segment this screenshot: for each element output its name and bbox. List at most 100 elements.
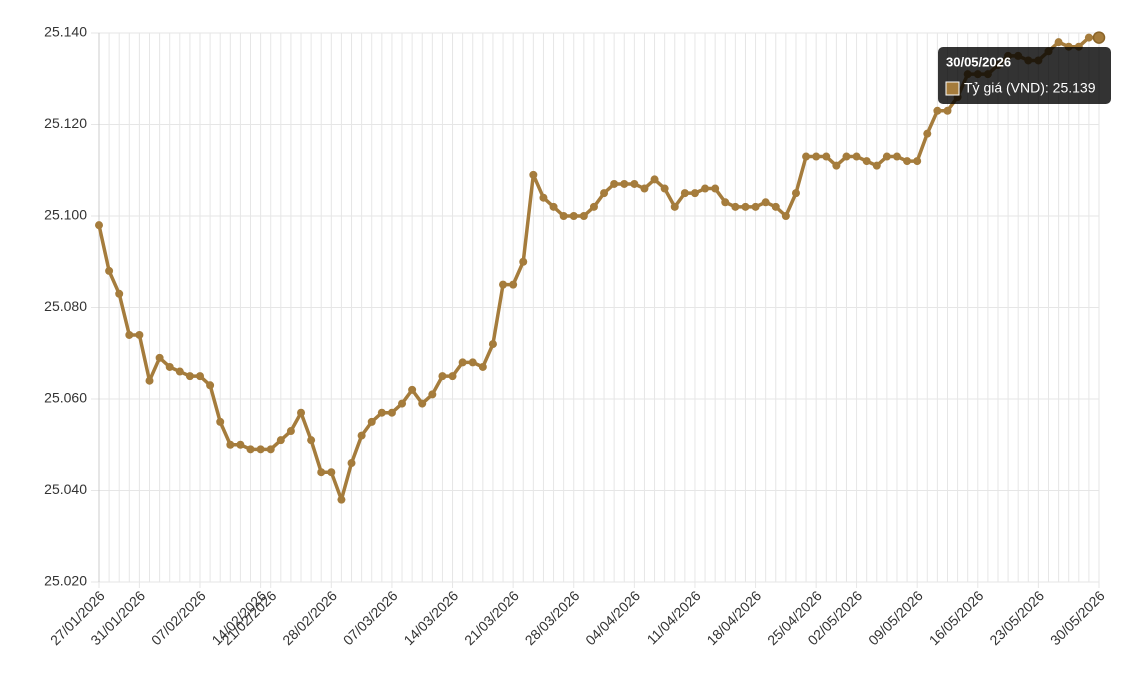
point bbox=[357, 431, 366, 440]
point bbox=[468, 358, 477, 367]
point bbox=[297, 408, 306, 417]
point bbox=[226, 440, 235, 449]
point bbox=[781, 212, 790, 220]
tooltip-title: 30/05/2026 bbox=[946, 54, 1011, 69]
x-tick-label: 18/04/2026 bbox=[703, 587, 764, 648]
x-tick-label: 07/02/2026 bbox=[148, 587, 209, 648]
point bbox=[317, 468, 326, 477]
point bbox=[337, 495, 346, 504]
point bbox=[933, 106, 942, 115]
point bbox=[569, 212, 578, 220]
point bbox=[387, 408, 396, 417]
point bbox=[125, 330, 134, 339]
point bbox=[913, 157, 922, 166]
point bbox=[549, 202, 558, 211]
point bbox=[1054, 38, 1063, 47]
point bbox=[175, 367, 184, 376]
point bbox=[105, 266, 114, 275]
point bbox=[1084, 33, 1093, 42]
point bbox=[115, 289, 124, 298]
point bbox=[438, 372, 447, 381]
point bbox=[802, 152, 811, 161]
point bbox=[731, 202, 740, 211]
point bbox=[822, 152, 831, 161]
x-tick-label: 04/04/2026 bbox=[582, 587, 643, 648]
point bbox=[630, 179, 639, 188]
y-tick-label: 25.080 bbox=[44, 298, 87, 314]
point bbox=[185, 372, 194, 381]
y-tick-label: 25.140 bbox=[44, 24, 87, 40]
point bbox=[499, 280, 508, 289]
y-tick-label: 25.120 bbox=[44, 115, 87, 131]
point bbox=[246, 445, 255, 454]
point bbox=[852, 152, 861, 161]
x-tick-label: 21/03/2026 bbox=[461, 587, 522, 648]
point bbox=[509, 280, 518, 289]
point bbox=[539, 193, 548, 202]
point bbox=[448, 372, 457, 381]
point bbox=[640, 184, 649, 193]
point bbox=[589, 202, 598, 211]
point bbox=[418, 399, 427, 408]
x-tick-label: 23/05/2026 bbox=[986, 587, 1047, 648]
point bbox=[690, 189, 699, 198]
point bbox=[842, 152, 851, 161]
point bbox=[872, 161, 881, 170]
point bbox=[155, 353, 164, 362]
point bbox=[428, 390, 437, 399]
point bbox=[923, 129, 932, 138]
point bbox=[377, 408, 386, 417]
point bbox=[660, 184, 669, 193]
point bbox=[529, 170, 538, 179]
point bbox=[408, 385, 417, 394]
point bbox=[266, 445, 275, 454]
point bbox=[670, 202, 679, 211]
point bbox=[276, 436, 285, 445]
point bbox=[206, 381, 215, 390]
point bbox=[943, 106, 952, 115]
tooltip: 30/05/2026 Tỷ giá (VND): 25.139 bbox=[938, 47, 1111, 104]
point bbox=[95, 221, 103, 230]
point bbox=[711, 184, 720, 193]
point bbox=[559, 212, 568, 220]
point bbox=[519, 257, 528, 266]
point bbox=[488, 340, 497, 349]
x-tick-label: 14/03/2026 bbox=[400, 587, 461, 648]
x-tick-label: 30/05/2026 bbox=[1047, 587, 1108, 648]
point bbox=[367, 417, 376, 426]
point bbox=[701, 184, 710, 193]
point bbox=[327, 468, 336, 477]
grid: 25.020 25.040 25.060 25.080 25.100 25.120 25.1… bbox=[44, 24, 1108, 649]
point bbox=[650, 175, 659, 184]
point bbox=[458, 358, 467, 367]
x-tick-label: 16/05/2026 bbox=[926, 587, 987, 648]
point bbox=[771, 202, 780, 211]
point bbox=[256, 445, 265, 454]
point bbox=[903, 157, 912, 166]
y-tick-label: 25.060 bbox=[44, 390, 87, 406]
tooltip-swatch bbox=[945, 81, 960, 96]
x-tick-label: 28/02/2026 bbox=[279, 587, 340, 648]
y-tick-label: 25.020 bbox=[44, 573, 87, 589]
point bbox=[832, 161, 841, 170]
point bbox=[620, 179, 629, 188]
point bbox=[196, 372, 205, 381]
point bbox=[1092, 31, 1106, 44]
x-tick-label: 28/03/2026 bbox=[522, 587, 583, 648]
point bbox=[145, 376, 154, 385]
point bbox=[398, 399, 407, 408]
point bbox=[135, 330, 144, 339]
point bbox=[165, 362, 174, 371]
point bbox=[216, 417, 225, 426]
point bbox=[236, 440, 245, 449]
point bbox=[721, 198, 730, 207]
point bbox=[600, 189, 609, 198]
x-tick-label: 07/03/2026 bbox=[340, 587, 401, 648]
y-tick-label: 25.100 bbox=[44, 207, 87, 223]
point bbox=[862, 157, 871, 166]
point bbox=[791, 189, 800, 198]
point bbox=[347, 459, 356, 468]
point bbox=[579, 212, 588, 220]
point bbox=[892, 152, 901, 161]
